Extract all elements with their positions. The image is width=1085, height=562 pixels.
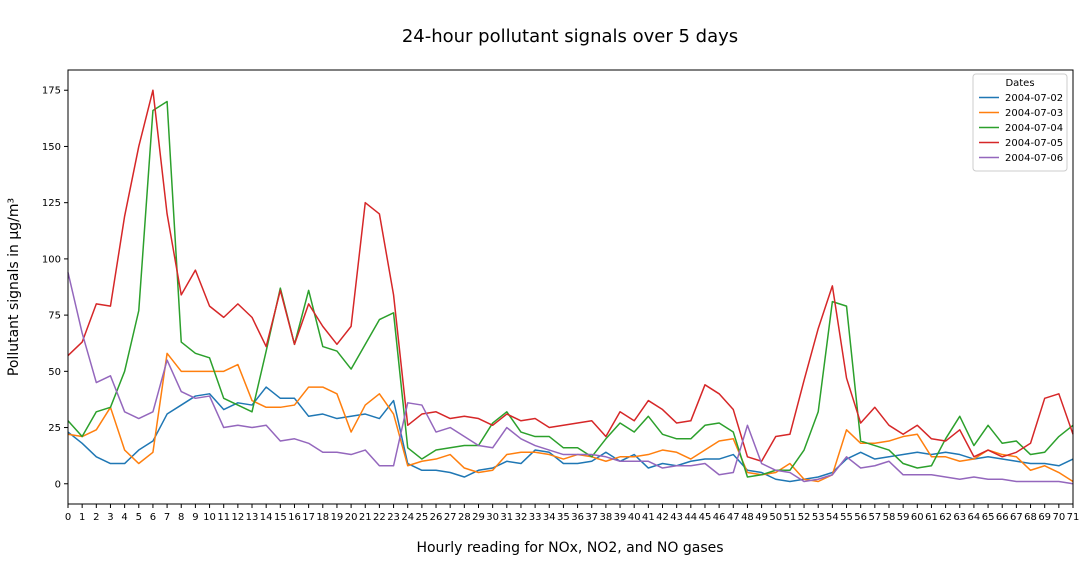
x-tick-label-49: 49 bbox=[755, 512, 768, 523]
y-tick-label-50: 50 bbox=[48, 367, 61, 378]
x-axis-label: Hourly reading for NOx, NO2, and NO gase… bbox=[416, 540, 723, 556]
plot-area: 0 1 2 3 4 5 6 7 8 9 10 11 12 13 14 15 16 17 18 19 20 21 22 23 24… bbox=[42, 69, 1080, 523]
x-tick-label-16: 16 bbox=[288, 512, 301, 523]
x-tick-label-56: 56 bbox=[854, 512, 867, 523]
legend: Dates 2004-07-02 2004-07-03 2004-07-04 2004-… bbox=[972, 73, 1068, 172]
x-tick-label-66: 66 bbox=[996, 512, 1009, 523]
x-tick-label-43: 43 bbox=[670, 512, 683, 523]
y-tick-label-125: 125 bbox=[42, 198, 61, 209]
x-tick-label-70: 70 bbox=[1052, 512, 1065, 523]
x-tick-label-61: 61 bbox=[925, 512, 938, 523]
x-tick-label-40: 40 bbox=[628, 512, 641, 523]
x-tick-label-57: 57 bbox=[868, 512, 881, 523]
x-tick-label-11: 11 bbox=[217, 512, 230, 523]
x-tick-label-6: 6 bbox=[150, 512, 156, 523]
x-tick-label-62: 62 bbox=[939, 512, 952, 523]
x-tick-label-42: 42 bbox=[656, 512, 669, 523]
series-line-2004-07-06 bbox=[67, 272, 1074, 485]
x-tick-label-58: 58 bbox=[883, 512, 896, 523]
x-tick-label-45: 45 bbox=[699, 512, 712, 523]
plot-frame bbox=[67, 69, 1074, 505]
x-tick-label-19: 19 bbox=[331, 512, 344, 523]
legend-title: Dates bbox=[1005, 78, 1034, 89]
x-tick-label-23: 23 bbox=[387, 512, 400, 523]
x-tick-label-28: 28 bbox=[458, 512, 471, 523]
x-tick-label-30: 30 bbox=[486, 512, 499, 523]
x-tick-label-59: 59 bbox=[897, 512, 910, 523]
x-tick-label-31: 31 bbox=[500, 512, 513, 523]
legend-label-2004-07-06: 2004-07-06 bbox=[1005, 153, 1063, 164]
x-tick-label-27: 27 bbox=[444, 512, 457, 523]
x-tick-label-51: 51 bbox=[784, 512, 797, 523]
x-tick-label-60: 60 bbox=[911, 512, 924, 523]
chart-title: 24-hour pollutant signals over 5 days bbox=[402, 26, 738, 47]
y-tick-label-0: 0 bbox=[55, 479, 61, 490]
x-tick-label-33: 33 bbox=[529, 512, 542, 523]
x-tick-label-14: 14 bbox=[260, 512, 273, 523]
y-tick-label-25: 25 bbox=[48, 423, 61, 434]
x-tick-label-18: 18 bbox=[316, 512, 329, 523]
x-tick-label-44: 44 bbox=[684, 512, 697, 523]
x-tick-label-63: 63 bbox=[953, 512, 966, 523]
x-tick-label-8: 8 bbox=[178, 512, 184, 523]
x-tick-label-25: 25 bbox=[416, 512, 429, 523]
y-tick-label-175: 175 bbox=[42, 86, 61, 97]
x-tick-label-12: 12 bbox=[231, 512, 244, 523]
x-tick-label-67: 67 bbox=[1010, 512, 1023, 523]
x-tick-label-52: 52 bbox=[798, 512, 811, 523]
series-line-2004-07-04 bbox=[67, 100, 1074, 478]
x-tick-label-71: 71 bbox=[1067, 512, 1080, 523]
x-tick-label-69: 69 bbox=[1038, 512, 1051, 523]
x-tick-label-53: 53 bbox=[812, 512, 825, 523]
legend-label-2004-07-02: 2004-07-02 bbox=[1005, 93, 1063, 104]
x-tick-label-41: 41 bbox=[642, 512, 655, 523]
x-tick-label-37: 37 bbox=[585, 512, 598, 523]
x-tick-label-47: 47 bbox=[727, 512, 740, 523]
x-tick-label-17: 17 bbox=[302, 512, 315, 523]
x-tick-label-10: 10 bbox=[203, 512, 216, 523]
series-line-2004-07-05 bbox=[67, 89, 1074, 463]
x-tick-label-48: 48 bbox=[741, 512, 754, 523]
legend-label-2004-07-05: 2004-07-05 bbox=[1005, 138, 1063, 149]
x-tick-label-21: 21 bbox=[359, 512, 372, 523]
y-axis-label: Pollutant signals in µg/m³ bbox=[6, 198, 22, 376]
x-tick-label-50: 50 bbox=[769, 512, 782, 523]
x-tick-label-29: 29 bbox=[472, 512, 485, 523]
x-tick-label-20: 20 bbox=[345, 512, 358, 523]
x-tick-label-15: 15 bbox=[274, 512, 287, 523]
legend-label-2004-07-04: 2004-07-04 bbox=[1005, 123, 1063, 134]
x-tick-label-0: 0 bbox=[65, 512, 71, 523]
x-tick-label-36: 36 bbox=[571, 512, 584, 523]
x-tick-label-7: 7 bbox=[164, 512, 170, 523]
x-tick-label-2: 2 bbox=[93, 512, 99, 523]
y-tick-label-150: 150 bbox=[42, 142, 61, 153]
x-tick-label-1: 1 bbox=[79, 512, 85, 523]
x-tick-label-64: 64 bbox=[968, 512, 981, 523]
y-tick-label-75: 75 bbox=[48, 311, 61, 322]
x-tick-label-9: 9 bbox=[192, 512, 198, 523]
x-tick-label-65: 65 bbox=[982, 512, 995, 523]
x-tick-label-34: 34 bbox=[543, 512, 556, 523]
x-tick-label-22: 22 bbox=[373, 512, 386, 523]
x-tick-label-54: 54 bbox=[826, 512, 839, 523]
x-tick-label-32: 32 bbox=[515, 512, 528, 523]
legend-label-2004-07-03: 2004-07-03 bbox=[1005, 108, 1063, 119]
x-tick-label-13: 13 bbox=[246, 512, 259, 523]
x-tick-label-24: 24 bbox=[401, 512, 414, 523]
x-tick-label-68: 68 bbox=[1024, 512, 1037, 523]
x-tick-label-3: 3 bbox=[107, 512, 113, 523]
x-tick-label-5: 5 bbox=[136, 512, 142, 523]
x-tick-label-26: 26 bbox=[430, 512, 443, 523]
x-tick-label-38: 38 bbox=[600, 512, 613, 523]
x-tick-label-46: 46 bbox=[713, 512, 726, 523]
x-tick-label-55: 55 bbox=[840, 512, 853, 523]
x-tick-label-4: 4 bbox=[121, 512, 127, 523]
x-tick-label-39: 39 bbox=[614, 512, 627, 523]
x-tick-label-35: 35 bbox=[557, 512, 570, 523]
series-line-2004-07-03 bbox=[67, 352, 1074, 483]
y-tick-label-100: 100 bbox=[42, 254, 61, 265]
